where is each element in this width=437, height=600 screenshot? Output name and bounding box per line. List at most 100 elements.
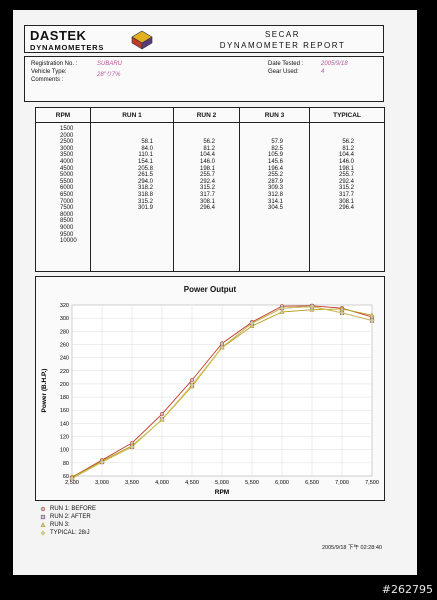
brand-name: DASTEK xyxy=(30,28,87,43)
x-tick-label: 7,000 xyxy=(335,480,349,486)
typical-cell xyxy=(310,238,354,245)
run2-cell xyxy=(174,126,215,133)
y-tick-label: 120 xyxy=(60,435,69,441)
data-point xyxy=(339,310,345,316)
y-tick-label: 200 xyxy=(60,382,69,388)
rpm-cell: 6500 xyxy=(60,191,74,198)
x-tick-label: 4,500 xyxy=(185,480,199,486)
run2-cell xyxy=(174,232,215,239)
y-tick-label: 320 xyxy=(60,303,69,309)
run1-header: RUN 1 xyxy=(122,112,142,119)
run1-cell: 84.0 xyxy=(141,145,153,152)
run1-cell xyxy=(91,238,153,245)
watermark: #262795 xyxy=(381,583,433,596)
data-point xyxy=(219,344,225,350)
date-value: 2005/9/18 xyxy=(321,61,348,67)
legend-item: RUN 2: AFTER xyxy=(39,513,96,521)
run2-cell: 81.2 xyxy=(203,145,215,152)
vehicle-value: 28"り7% xyxy=(97,72,121,78)
power-chart-panel: Power Output 60 80 100 120 140 160 180 200 220 24… xyxy=(35,276,385,501)
run2-cell: 198.1 xyxy=(199,165,215,172)
legend-marker-icon xyxy=(40,506,46,512)
typical-cell: 317.7 xyxy=(338,191,354,198)
chart-title: Power Output xyxy=(183,285,237,294)
run3-cell: 304.5 xyxy=(267,205,283,212)
y-tick-label: 220 xyxy=(60,369,69,375)
typical-cell: 198.1 xyxy=(338,165,354,172)
x-tick-labels: 2,500 3,000 3,500 4,000 4,500 5,000 5,500 6,000… xyxy=(65,480,379,486)
run2-cell: 146.0 xyxy=(199,158,215,165)
typical-cell xyxy=(310,212,354,219)
dastek-logo-icon xyxy=(131,30,153,50)
data-point xyxy=(249,323,255,329)
typical-cell xyxy=(310,126,354,133)
run2-cell: 56.2 xyxy=(203,139,215,146)
run2-header: RUN 2 xyxy=(196,112,217,119)
y-tick-label: 140 xyxy=(60,421,69,427)
data-point xyxy=(40,522,46,527)
legend-marker-icon xyxy=(40,522,46,527)
y-tick-label: 260 xyxy=(60,342,69,348)
run1-cell: 58.1 xyxy=(141,139,153,146)
rpm-cell: 10000 xyxy=(60,238,77,245)
registration-value: SUBARU xyxy=(97,61,123,67)
data-point xyxy=(129,444,135,450)
data-point xyxy=(279,305,285,311)
run3-cell: 57.9 xyxy=(271,139,283,146)
rpm-cell: 4000 xyxy=(60,158,74,165)
title-line-2: DYNAMOMETER REPORT xyxy=(219,41,346,50)
legend-label: TYPICAL: 28ıJ xyxy=(50,530,90,536)
run1-column: RUN 1 58.1 84.0 110.1 154.1 205.8 261.5 294.0 3… xyxy=(91,108,174,271)
report-title: SECAR DYNAMOMETER REPORT xyxy=(185,29,380,51)
typical-cell: 56.2 xyxy=(342,139,354,146)
run2-cell: 296.4 xyxy=(199,205,215,212)
typical-cell xyxy=(310,218,354,225)
run1-cell: 315.2 xyxy=(137,198,153,205)
date-label: Date Tested : xyxy=(268,61,304,67)
rpm-cells: 1500 2000 2500 3000 3500 4000 4500 5000 5500 6000… xyxy=(36,126,90,245)
run1-cell: 318.8 xyxy=(137,191,153,198)
run3-cell: 145.6 xyxy=(267,158,283,165)
y-tick-label: 80 xyxy=(63,461,69,467)
run3-column: RUN 3 57.9 82.5 105.9 145.6 196.4 255.2 287.9 3… xyxy=(240,108,310,271)
rpm-cell: 5000 xyxy=(60,172,74,179)
run3-cell xyxy=(240,238,283,245)
run1-cell xyxy=(91,218,153,225)
typical-cell: 308.1 xyxy=(338,198,354,205)
run2-cell: 317.7 xyxy=(199,191,215,198)
run1-cell xyxy=(91,212,153,219)
run1-cell xyxy=(91,126,153,133)
power-output-chart: 60 80 100 120 140 160 180 200 220 240 260 280 300 320… xyxy=(41,303,379,496)
legend-label: RUN 1: BEFORE xyxy=(50,506,97,512)
run3-cell xyxy=(240,212,283,219)
run3-cell: 309.3 xyxy=(267,185,283,192)
typical-cell: 255.7 xyxy=(338,172,354,179)
run1-cell: 294.0 xyxy=(137,178,153,185)
legend-item: TYPICAL: 28ıJ xyxy=(39,529,96,537)
y-tick-label: 160 xyxy=(60,408,69,414)
typical-cell: 104.4 xyxy=(338,152,354,159)
rpm-cell: 6000 xyxy=(60,185,74,192)
run3-cell: 196.4 xyxy=(267,165,283,172)
y-tick-label: 280 xyxy=(60,329,69,335)
data-point xyxy=(309,303,315,310)
x-tick-label: 2,500 xyxy=(65,480,79,486)
x-tick-label: 6,500 xyxy=(305,480,319,486)
y-tick-label: 300 xyxy=(60,316,69,322)
run3-cell: 255.2 xyxy=(267,172,283,179)
run2-cell xyxy=(174,225,215,232)
run3-cell xyxy=(240,218,283,225)
run3-cell: 105.9 xyxy=(267,152,283,159)
run2-cell xyxy=(174,218,215,225)
data-point xyxy=(40,514,46,520)
y-axis-label: Power (B.H.P.) xyxy=(41,369,48,413)
run1-cell xyxy=(91,133,153,140)
registration-label: Registration No. : xyxy=(31,61,78,67)
run1-cell xyxy=(91,232,153,239)
run1-cell: 110.1 xyxy=(138,152,153,159)
rpm-cell: 2500 xyxy=(60,139,74,146)
data-point xyxy=(40,530,46,536)
run2-cell xyxy=(174,212,215,219)
rpm-cell: 7000 xyxy=(60,198,74,205)
run2-cell: 292.4 xyxy=(199,178,215,185)
